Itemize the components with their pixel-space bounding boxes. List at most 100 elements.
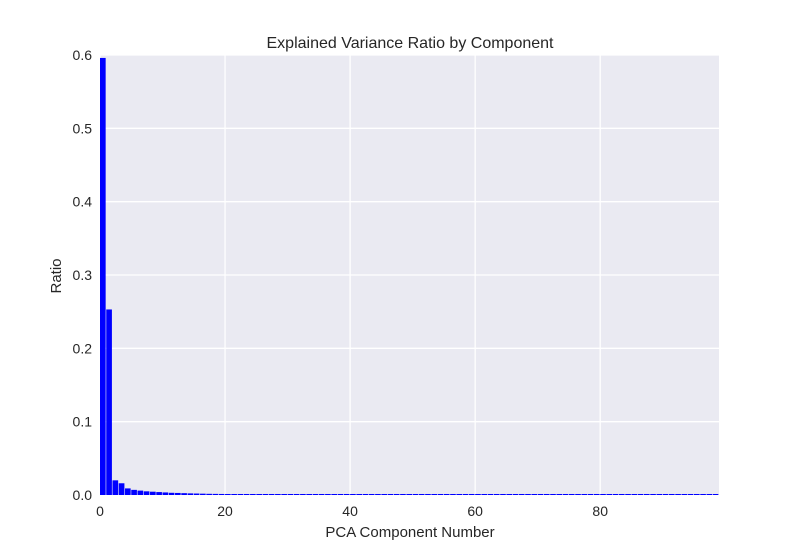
bar-61 [481, 494, 488, 495]
bar-6 [137, 490, 144, 495]
bar-91 [668, 494, 675, 495]
bar-62 [487, 494, 494, 495]
bar-65 [506, 494, 513, 495]
bar-24 [250, 494, 256, 495]
bar-60 [475, 494, 481, 495]
bar-20 [225, 494, 231, 495]
bar-88 [650, 494, 656, 495]
bar-25 [256, 494, 262, 495]
bar-77 [581, 494, 588, 495]
x-axis-label: PCA Component Number [325, 524, 494, 541]
bar-93 [681, 494, 688, 495]
bar-71 [543, 494, 550, 495]
bar-8 [150, 491, 156, 495]
bar-26 [262, 494, 269, 495]
bar-76 [575, 494, 581, 495]
bar-39 [343, 494, 350, 495]
bar-30 [287, 494, 294, 495]
bar-96 [700, 494, 706, 495]
y-axis-label: Ratio [48, 258, 65, 293]
bar-27 [268, 494, 275, 495]
bar-42 [362, 494, 369, 495]
bar-11 [168, 492, 175, 495]
bar-44 [375, 494, 381, 495]
bar-32 [300, 494, 306, 495]
bar-74 [562, 494, 569, 495]
bar-3 [118, 483, 125, 495]
bar-87 [643, 494, 650, 495]
bar-49 [406, 494, 413, 495]
y-tick-label-5: 0.5 [73, 120, 93, 136]
bar-22 [237, 494, 244, 495]
bar-64 [500, 494, 506, 495]
bar-35 [318, 494, 325, 495]
bar-73 [556, 494, 563, 495]
bar-18 [212, 493, 219, 495]
bar-34 [312, 494, 319, 495]
bar-89 [656, 494, 663, 495]
bar-10 [162, 492, 169, 495]
chart-title: Explained Variance Ratio by Component [267, 35, 555, 52]
bar-28 [275, 494, 281, 495]
y-tick-label-0: 0.0 [73, 487, 93, 503]
bar-70 [537, 494, 544, 495]
bar-84 [625, 494, 631, 495]
bar-41 [356, 494, 363, 495]
bar-29 [281, 494, 287, 495]
bar-95 [693, 494, 700, 495]
bar-75 [568, 494, 575, 495]
bar-52 [425, 494, 431, 495]
bar-13 [181, 493, 187, 495]
bar-23 [243, 494, 250, 495]
bar-86 [637, 494, 644, 495]
bar-56 [450, 494, 456, 495]
bar-33 [306, 494, 312, 495]
bar-68 [525, 494, 531, 495]
bar-53 [431, 494, 438, 495]
y-tick-label-1: 0.1 [73, 414, 93, 430]
bar-19 [218, 493, 225, 495]
x-tick-label-3: 60 [467, 503, 483, 519]
bar-50 [412, 494, 419, 495]
bar-16 [200, 493, 206, 495]
bar-12 [175, 492, 181, 495]
bar-36 [325, 494, 331, 495]
bar-37 [331, 494, 337, 495]
bar-83 [618, 494, 625, 495]
bar-81 [606, 494, 613, 495]
bar-17 [206, 493, 212, 495]
bar-82 [612, 494, 619, 495]
bar-45 [381, 494, 388, 495]
bar-7 [143, 491, 150, 495]
bar-5 [131, 489, 137, 495]
x-tick-label-1: 20 [217, 503, 233, 519]
bar-98 [712, 494, 719, 495]
bar-57 [456, 494, 463, 495]
bar-94 [687, 494, 694, 495]
bar-72 [550, 494, 556, 495]
bar-9 [156, 492, 162, 495]
y-tick-label-4: 0.4 [73, 194, 93, 210]
bar-1 [106, 309, 112, 495]
x-tick-label-4: 80 [592, 503, 608, 519]
bar-85 [631, 494, 638, 495]
y-tick-label-3: 0.3 [73, 267, 93, 283]
bar-92 [675, 494, 681, 495]
bar-90 [662, 494, 669, 495]
bar-66 [512, 494, 519, 495]
bar-43 [368, 494, 375, 495]
bar-58 [462, 494, 469, 495]
bar-55 [443, 494, 450, 495]
bar-79 [593, 494, 600, 495]
tick-labels: 0.0 0.1 0.2 0.3 0.4 0.5 0.6 0 20 40 60 80 [73, 47, 609, 519]
bar-51 [418, 494, 425, 495]
bar-series [100, 57, 719, 495]
bar-2 [112, 480, 119, 495]
x-tick-label-0: 0 [96, 503, 104, 519]
bar-31 [293, 494, 300, 495]
bar-38 [337, 494, 344, 495]
y-tick-label-2: 0.2 [73, 340, 93, 356]
bar-46 [387, 494, 394, 495]
bar-78 [587, 494, 594, 495]
